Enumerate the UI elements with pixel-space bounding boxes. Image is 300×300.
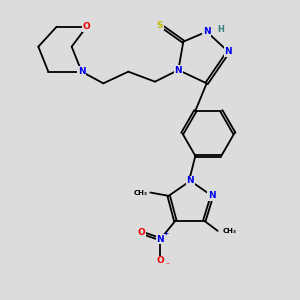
Text: N: N [157, 235, 164, 244]
Text: N: N [175, 65, 182, 74]
Text: CH₃: CH₃ [133, 190, 147, 196]
Text: CH₃: CH₃ [222, 228, 236, 234]
Text: N: N [78, 67, 85, 76]
Text: N: N [187, 176, 194, 185]
Text: +: + [164, 231, 169, 236]
Text: O: O [137, 228, 145, 237]
Text: H: H [217, 25, 224, 34]
Text: ⁻: ⁻ [166, 260, 170, 269]
Text: S: S [157, 20, 163, 29]
Text: O: O [157, 256, 164, 265]
Text: O: O [83, 22, 91, 31]
Text: N: N [203, 27, 211, 36]
Text: N: N [208, 191, 216, 200]
Text: N: N [224, 47, 232, 56]
